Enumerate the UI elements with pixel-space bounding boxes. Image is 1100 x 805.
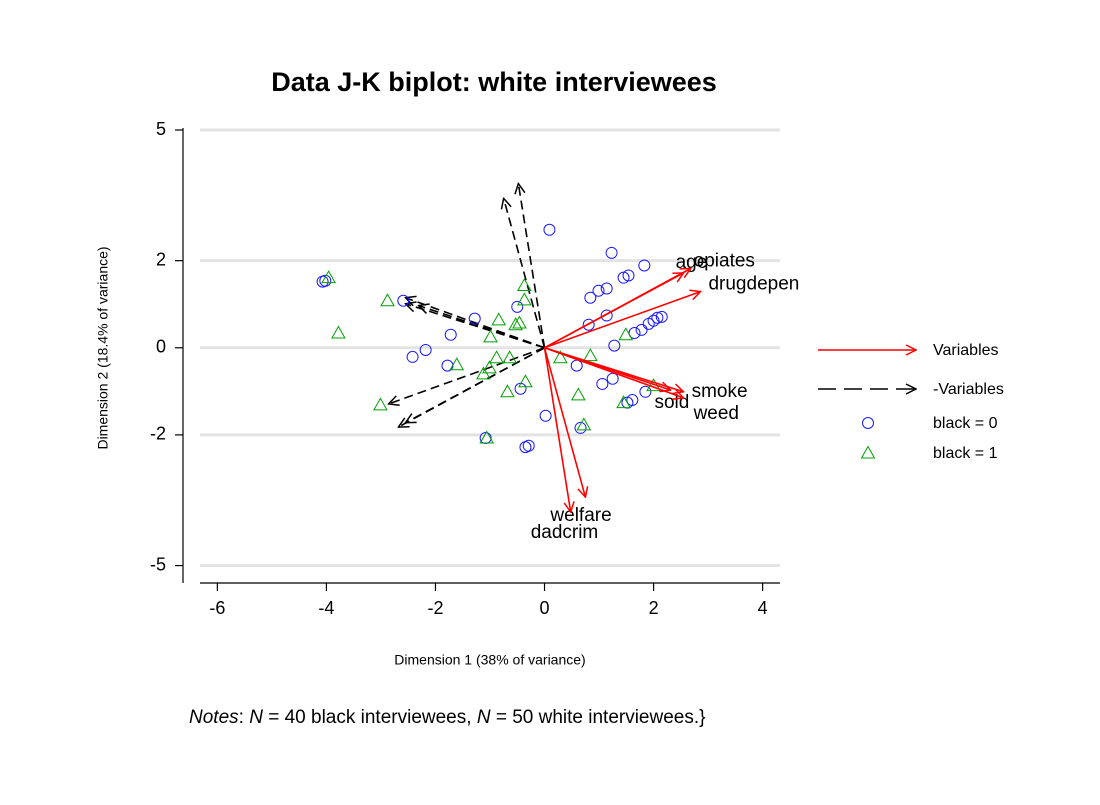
point [596,377,609,390]
point [406,350,419,363]
point [373,397,388,411]
point [655,310,668,323]
legend-label: -Variables [933,381,1004,398]
point [482,360,497,374]
y-tick-label: 2 [156,249,166,269]
note-part: : [239,707,250,728]
x-tick-label: -4 [318,598,334,618]
point [468,312,481,325]
point [570,359,583,372]
point [331,325,346,339]
legend-label: Variables [933,342,999,359]
point [479,430,495,444]
y-tick-label: 5 [156,119,166,139]
point [516,277,532,292]
negative-arrow [389,347,545,404]
variable-label: sold [654,392,689,413]
point [582,318,595,331]
variable-arrow [543,347,586,497]
point [574,421,587,434]
point [570,387,586,401]
note-part: Notes [189,707,239,728]
legend-marker [860,445,876,459]
x-tick-label: 4 [758,598,768,618]
point [552,350,568,364]
point [512,315,527,329]
point [483,329,498,343]
point [444,328,457,341]
y-axis-title: Dimension 2 (18.4% of variance) [95,246,111,449]
legend: Variables -Variables black = 0 black = 1 [818,342,1004,462]
point [321,270,336,284]
legend-marker [862,417,874,429]
x-tick-label: 0 [540,598,550,618]
variable-arrow [544,269,691,349]
point [592,284,605,297]
note-part: N [477,707,491,728]
point [616,395,631,409]
chart-title: Data J-K biplot: white interviewees [271,67,717,97]
x-tick-label: -2 [427,598,443,618]
legend-label: black = 0 [933,415,998,432]
y-tick-label: 0 [156,337,166,357]
variable-label: age [676,252,708,273]
point [518,374,533,388]
point [449,357,465,371]
note-part: N [249,707,263,728]
point [635,323,648,336]
note-part: = 50 white interviewees.} [491,707,706,728]
point [491,312,507,326]
variable-arrow [543,347,571,512]
point [502,350,517,364]
variable-label: dadcrim [531,522,599,543]
point [500,384,515,398]
negative-arrow [405,298,545,349]
y-tick-label: -2 [150,424,166,444]
point [397,294,410,307]
x-tick-label: 2 [649,598,659,618]
point [584,291,597,304]
point [617,271,630,284]
y-tick-label: -5 [150,554,166,574]
point [639,385,652,398]
point [380,293,395,307]
note-part: = 40 black interviewees, [263,707,477,728]
point [489,350,504,364]
point [651,311,664,324]
variable-arrow [544,347,684,398]
point [576,417,592,431]
point [647,314,660,327]
x-axis-title: Dimension 1 (38% of variance) [394,652,585,668]
variable-label: smoke [692,381,748,402]
point [519,441,532,454]
negative-arrow [398,347,545,427]
negative-arrow [405,304,545,349]
point [419,343,432,356]
point [511,300,524,313]
point [606,372,619,385]
point [319,274,332,287]
point [600,309,613,322]
variable-label: opiates [694,251,755,272]
point [543,223,556,236]
point [516,292,532,306]
negative-arrow [504,198,546,348]
variable-arrow [544,292,701,349]
note: Notes: N = 40 black interviewees, N = 50… [189,707,705,728]
point [508,317,523,331]
point [618,327,634,341]
point [638,259,651,272]
variable-label: drugdepen [708,274,799,295]
point [582,348,598,362]
point [608,339,621,352]
point [605,246,618,259]
point [600,282,613,295]
point [539,409,552,422]
variable-label: weed [693,403,739,424]
x-tick-label: -6 [209,598,225,618]
legend-label: black = 1 [933,445,998,462]
